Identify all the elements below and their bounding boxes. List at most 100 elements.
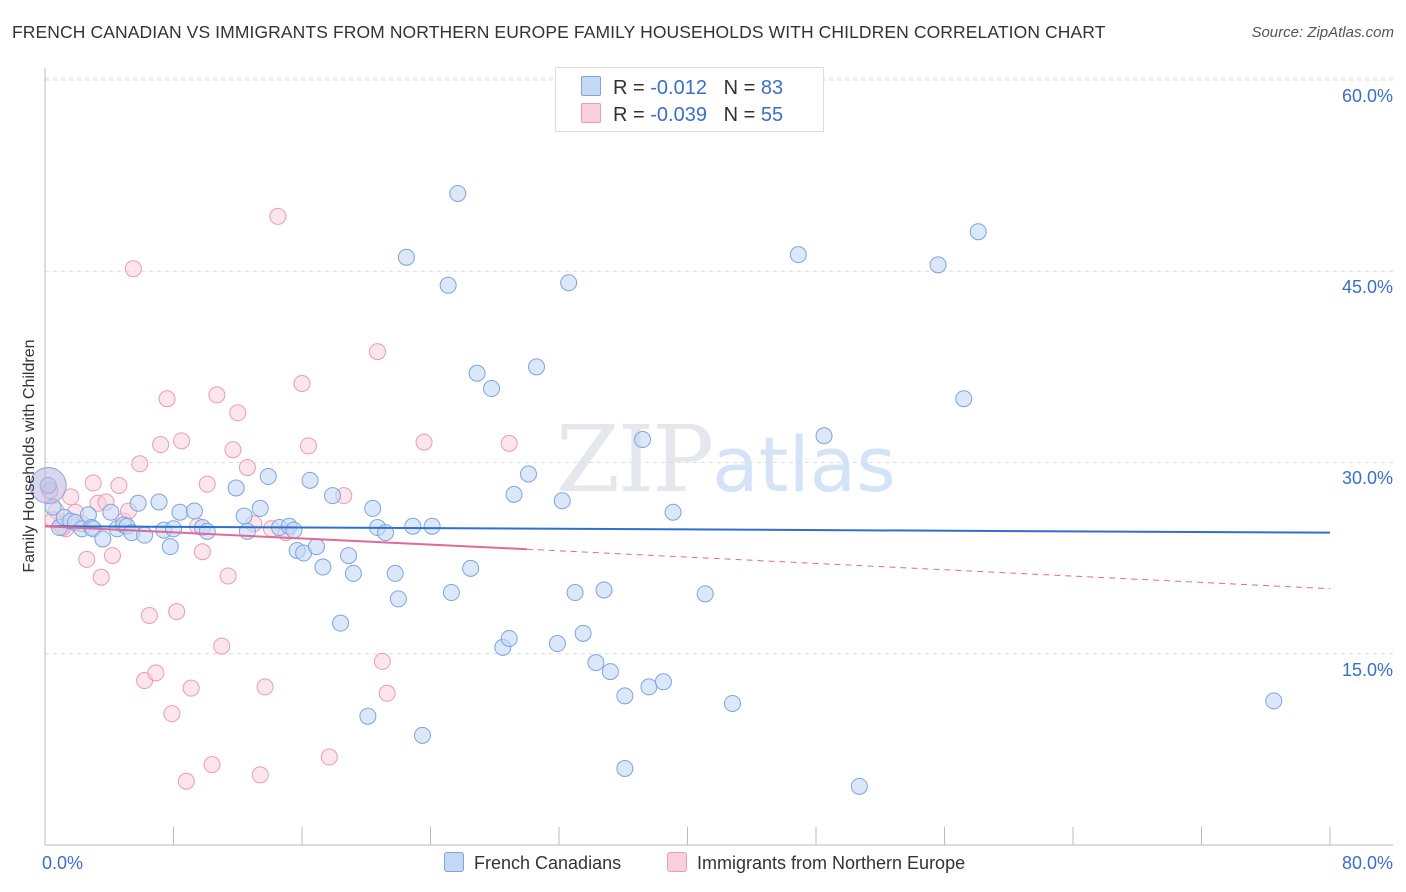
source-label: Source: ZipAtlas.com [1251,24,1394,41]
data-point-french-canadians [235,507,253,525]
data-point-northern-europe [103,547,121,565]
data-point-french-canadians [640,678,658,696]
data-point-northern-europe [84,474,102,492]
data-point-northern-europe [219,567,237,585]
data-point-french-canadians [171,503,189,521]
data-point-french-canadians [969,223,987,241]
data-point-northern-europe [208,386,226,404]
legend-n-value: 55 [760,104,784,126]
data-point-french-canadians [397,248,415,266]
data-point-northern-europe [320,748,338,766]
data-point-french-canadians [259,468,277,486]
data-point-northern-europe [152,436,170,454]
data-point-northern-europe [140,607,158,624]
data-point-northern-europe [92,568,110,586]
data-point-northern-europe [158,390,176,408]
x-tick-label-max: 80.0% [1341,853,1393,873]
data-point-french-canadians [227,479,245,497]
data-point-french-canadians [344,564,362,582]
data-point-french-canadians [129,494,147,512]
data-point-northern-europe [251,766,269,784]
data-point-northern-europe [147,664,165,682]
data-point-french-canadians [468,364,486,382]
data-point-french-canadians [601,663,619,681]
legend-row-northern-europe: R = -0.039 N = 55 [581,103,783,127]
data-point-french-canadians [548,635,566,653]
data-point-french-canadians [560,274,578,292]
trend-line-northern-europe [44,525,527,551]
legend-n-label: N = [723,77,761,99]
data-point-french-canadians [307,538,325,556]
data-point-northern-europe [299,437,317,455]
legend-r-value: -0.039 [650,104,707,126]
data-point-french-canadians [850,777,868,795]
watermark: ZIPatlas [556,406,896,513]
data-point-french-canadians [587,654,605,672]
data-point-cluster [29,466,67,504]
data-point-french-canadians [574,624,592,642]
data-point-french-canadians [404,517,422,535]
data-point-french-canadians [664,503,682,521]
data-point-northern-europe [238,459,256,477]
data-point-french-canadians [185,502,203,520]
data-point-northern-europe [110,476,128,494]
data-point-french-canadians [595,581,613,599]
data-point-french-canadians [449,184,467,202]
data-point-french-canadians [364,499,382,517]
data-point-french-canadians [462,559,480,577]
data-point-french-canadians [359,707,377,725]
data-point-northern-europe [131,455,149,473]
data-point-french-canadians [815,427,833,445]
data-point-french-canadians [301,471,319,489]
legend-n-value: 83 [760,77,784,99]
data-point-northern-europe [173,432,191,450]
data-point-northern-europe [293,374,311,392]
data-point-northern-europe [203,756,221,774]
data-point-northern-europe [168,603,186,621]
y-tick-label-60: 60.0% [1341,86,1393,106]
data-point-french-canadians [616,687,634,705]
data-point-french-canadians [500,629,518,647]
data-point-french-canadians [150,493,168,511]
legend-r-label: R = [613,77,651,99]
data-point-french-canadians [332,614,350,632]
data-point-french-canadians [198,522,216,540]
bottom-legend-label: French Canadians [474,853,622,873]
x-tick-label-min: 0.0% [42,853,84,873]
data-point-northern-europe [78,550,96,568]
bottom-legend-label: Immigrants from Northern Europe [697,853,966,873]
y-tick-label-45: 45.0% [1341,277,1393,297]
bottom-legend-swatch-pink [667,852,687,872]
data-point-northern-europe [163,705,181,723]
data-point-french-canadians [1265,692,1283,710]
data-point-french-canadians [654,673,672,691]
data-point-french-canadians [696,585,714,603]
data-point-french-canadians [136,526,154,544]
data-point-french-canadians [634,431,652,449]
data-point-french-canadians [442,584,460,602]
bottom-legend-french-canadians: French Canadians [444,852,621,874]
trend-line-northern-europe-extension [526,548,1331,590]
legend-r-label: R = [613,104,651,126]
bottom-legend-swatch-blue [444,852,464,872]
data-point-french-canadians [102,503,120,521]
data-point-french-canadians [929,256,947,274]
y-tick-label-15: 15.0% [1341,660,1393,680]
chart-title: FRENCH CANADIAN VS IMMIGRANTS FROM NORTH… [12,22,1106,42]
data-point-northern-europe [198,475,216,493]
data-point-french-canadians [314,558,332,576]
data-point-northern-europe [193,543,211,561]
legend-row-french-canadians: R = -0.012 N = 83 [581,76,783,100]
data-point-northern-europe [224,441,242,459]
data-point-northern-europe [269,207,287,225]
data-point-french-canadians [566,584,584,602]
legend-swatch-blue [581,76,601,96]
data-point-northern-europe [256,678,274,696]
data-point-french-canadians [505,485,523,503]
data-point-french-canadians [616,760,634,777]
data-point-french-canadians [519,465,537,483]
data-point-french-canadians [423,517,441,535]
data-point-northern-europe [378,684,396,702]
data-point-northern-europe [213,637,231,655]
data-point-french-canadians [324,487,342,505]
